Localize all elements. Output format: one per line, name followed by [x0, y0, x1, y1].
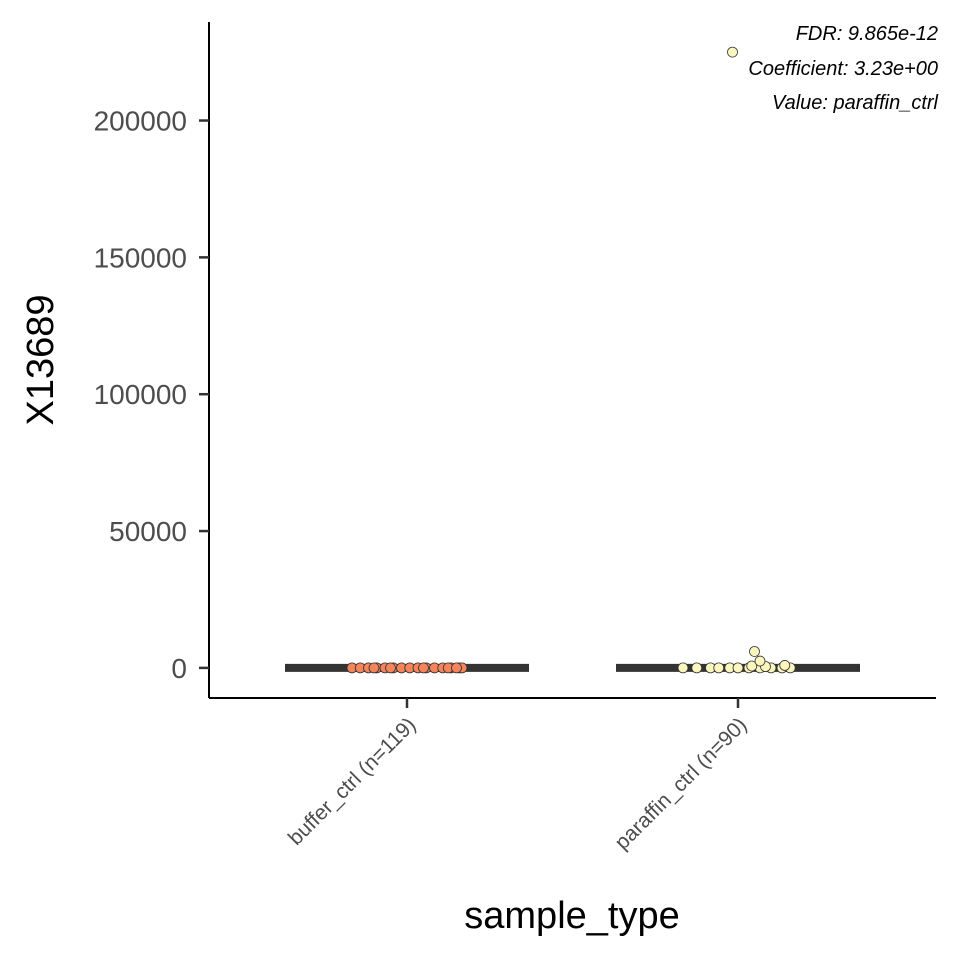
y-tick-label: 0	[171, 653, 187, 684]
x-axis: buffer_ctrl (n=119) paraffin_ctrl (n=90)	[209, 697, 936, 854]
annotation-fdr: FDR: 9.865e-12	[796, 23, 938, 45]
series-points-1	[677, 46, 796, 674]
data-point	[385, 662, 396, 674]
data-point	[779, 660, 791, 671]
data-point	[746, 660, 758, 672]
annotation-value: Value: paraffin_ctrl	[772, 92, 939, 114]
data-point	[418, 662, 429, 674]
data-point	[368, 662, 380, 674]
data-point	[749, 646, 760, 657]
series-points-0	[346, 662, 468, 674]
data-point	[754, 655, 766, 667]
y-tick-label: 100000	[94, 379, 187, 410]
x-tick-label: buffer_ctrl (n=119)	[284, 713, 421, 850]
y-axis-title: X13689	[20, 294, 62, 425]
data-point	[451, 662, 462, 674]
x-axis-title: sample_type	[464, 895, 679, 937]
annotation-coefficient: Coefficient: 3.23e+00	[748, 58, 938, 80]
plot-marks	[285, 46, 860, 674]
y-tick-label: 200000	[94, 106, 187, 137]
y-axis: 0 50000 100000 150000 200000	[94, 22, 210, 698]
data-point	[727, 46, 738, 58]
x-tick-label: paraffin_ctrl (n=90)	[610, 713, 751, 854]
y-tick-label: 50000	[109, 516, 187, 547]
data-point	[691, 662, 703, 674]
y-tick-label: 150000	[94, 242, 187, 273]
data-point	[732, 662, 744, 674]
data-point	[677, 662, 689, 674]
data-point	[713, 662, 725, 674]
